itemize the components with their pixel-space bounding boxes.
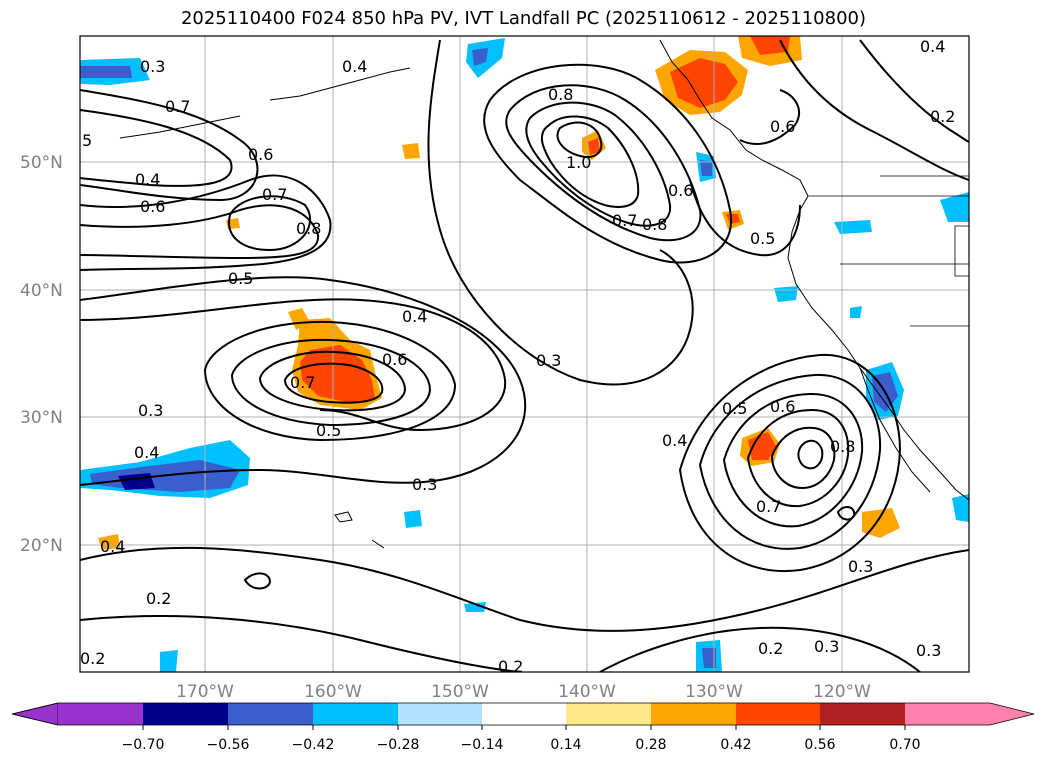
contour-label: 0.3: [138, 401, 163, 420]
contour-lines: [80, 39, 969, 672]
colorbar-label: −0.70: [122, 737, 165, 753]
contour-label: 0.8: [830, 437, 855, 456]
contour-label: 0.5: [316, 421, 341, 440]
contour-label: 1.0: [566, 153, 591, 172]
contour-label: 0.5: [722, 399, 747, 418]
lat-label-40n: 40°N: [20, 281, 63, 301]
contour-labels: 0.3 0.4 0.7 0.6 0.4 0.6 0.7 0.8 0.5 0.4 …: [80, 37, 955, 676]
contour-label: 0.2: [146, 589, 171, 608]
colorbar-label: 0.70: [889, 737, 920, 753]
contour-label: 0.3: [536, 351, 561, 370]
contour-label: 0.3: [916, 641, 941, 660]
colorbar-segment: [736, 703, 820, 725]
colorbar-label: 0.14: [550, 737, 581, 753]
chart-title: 2025110400 F024 850 hPa PV, IVT Landfall…: [180, 8, 867, 29]
lon-label-170w: 170°W: [176, 682, 234, 702]
contour-label: 0.7: [290, 373, 315, 392]
contour-label: 0.3: [848, 557, 873, 576]
colorbar-segment: [820, 703, 905, 725]
map-frame: [79, 35, 970, 673]
colorbar-segment: [398, 703, 482, 725]
contour-label: 0.7: [756, 497, 781, 516]
shaded-field: [80, 36, 969, 672]
colorbar-label: −0.42: [292, 737, 335, 753]
lon-label-120w: 120°W: [813, 682, 871, 702]
colorbar-label: −0.14: [461, 737, 504, 753]
contour-label: 0.8: [548, 85, 573, 104]
contour-label: 0.4: [402, 307, 427, 326]
contour-label: 0.2: [498, 657, 523, 676]
lon-label-160w: 160°W: [304, 682, 362, 702]
contour-label: 0.5: [228, 269, 253, 288]
colorbar-label: 0.42: [720, 737, 751, 753]
lat-label-30n: 30°N: [20, 408, 63, 428]
colorbar-extend-left: [11, 702, 59, 726]
colorbar-label: −0.28: [377, 737, 420, 753]
contour-label: 0.3: [412, 475, 437, 494]
colorbar-label: −0.56: [207, 737, 250, 753]
colorbar-segment: [566, 703, 651, 725]
colorbar-segment: [482, 703, 566, 725]
lon-label-130w: 130°W: [685, 682, 743, 702]
contour-label: 0.2: [80, 649, 105, 668]
colorbar-label: 0.56: [804, 737, 835, 753]
contour-label: 0.4: [920, 37, 945, 56]
contour-label: 0.4: [662, 431, 687, 450]
lon-label-140w: 140°W: [558, 682, 616, 702]
contour-label: 0.6: [248, 145, 273, 164]
contour-label: 0.6: [140, 197, 165, 216]
contour-label: 0.5: [750, 229, 775, 248]
contour-label: 0.6: [668, 181, 693, 200]
colorbar-label: 0.28: [635, 737, 666, 753]
colorbar-segment: [143, 703, 228, 725]
contour-label: 0.7: [165, 97, 190, 116]
contour-label: 0.2: [758, 639, 783, 658]
contour-label: 0.6: [382, 350, 407, 369]
lat-label-50n: 50°N: [20, 153, 63, 173]
lon-label-150w: 150°W: [431, 682, 489, 702]
contour-label: 0.8: [296, 219, 321, 238]
contour-label: 0.7: [262, 185, 287, 204]
contour-label: 0.2: [930, 107, 955, 126]
contour-label: 0.4: [134, 443, 159, 462]
colorbar-extend-right: [905, 703, 1034, 725]
contour-label: 0.7: [612, 211, 637, 230]
contour-label: 0.4: [342, 57, 367, 76]
contour-label: 0.4: [100, 537, 125, 556]
latitude-labels: 50°N 40°N 30°N 20°N: [20, 153, 63, 556]
contour-label: 0.8: [642, 215, 667, 234]
coastlines: [119, 39, 969, 549]
contour-label: 5: [82, 131, 92, 150]
colorbar-segment: [651, 703, 736, 725]
contour-label: 0.3: [814, 637, 839, 656]
longitude-labels: 170°W 160°W 150°W 140°W 130°W 120°W: [176, 682, 871, 702]
colorbar: −0.70 −0.56 −0.42 −0.28 −0.14 0.14 0.28 …: [11, 702, 1035, 753]
colorbar-segment: [58, 703, 143, 725]
colorbar-segment: [313, 703, 398, 725]
contour-label: 0.6: [770, 117, 795, 136]
contour-label: 0.6: [770, 397, 795, 416]
contour-label: 0.3: [140, 57, 165, 76]
contour-label: 0.4: [135, 170, 160, 189]
colorbar-segment: [228, 703, 313, 725]
lat-label-20n: 20°N: [20, 536, 63, 556]
